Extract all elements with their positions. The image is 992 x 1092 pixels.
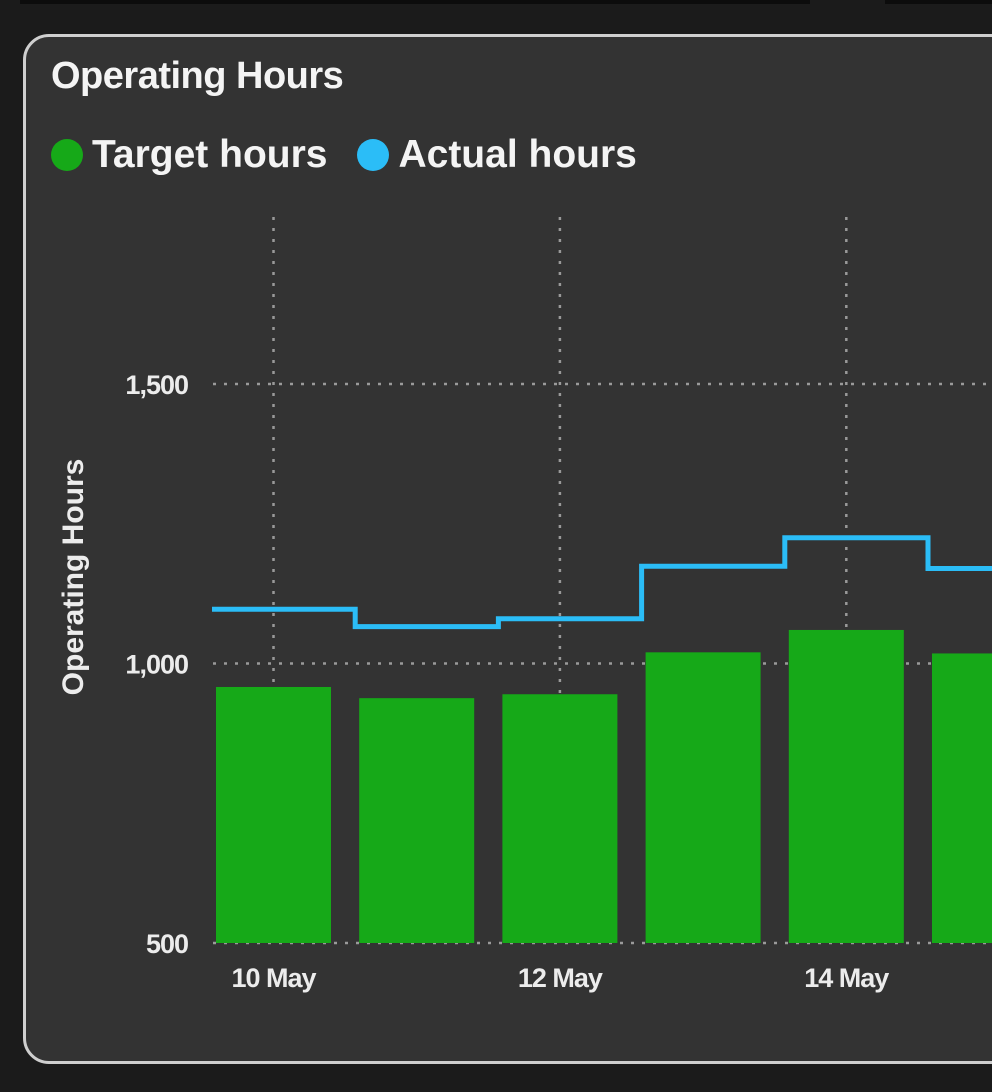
bar-target-hours[interactable] (502, 694, 618, 943)
legend-item-target[interactable]: Target hours (51, 133, 327, 177)
actual-hours-step-line[interactable] (212, 535, 992, 630)
actual-hours-line (212, 535, 992, 630)
bar-target-hours[interactable] (645, 652, 761, 943)
bar-target-hours[interactable] (788, 629, 904, 943)
x-axis-ticks: 10 May 12 May 14 May (231, 963, 890, 993)
card-title: Operating Hours (51, 55, 344, 97)
bar-target-hours[interactable] (932, 653, 992, 943)
target-hours-bars (216, 629, 992, 943)
y-axis-title: Operating Hours (57, 459, 90, 696)
legend-marker-target (51, 139, 83, 171)
top-bar-right (885, 0, 992, 4)
y-tick-label: 1,500 (125, 370, 188, 400)
x-tick-label: 10 May (231, 963, 316, 993)
operating-hours-chart: 500 1,000 1,500 10 May 12 May 14 May Operati… (57, 217, 992, 993)
x-tick-label: 14 May (804, 963, 889, 993)
y-tick-label: 500 (146, 929, 188, 959)
operating-hours-card: Operating Hours Target hours Actual hour… (23, 34, 992, 1064)
legend-marker-actual (357, 139, 390, 171)
legend-label-actual: Actual hours (398, 133, 637, 176)
bar-target-hours[interactable] (359, 698, 475, 943)
chart-legend: Target hours Actual hours (51, 133, 667, 177)
x-tick-label: 12 May (518, 963, 603, 993)
legend-label-target: Target hours (92, 133, 328, 176)
y-axis-ticks: 500 1,000 1,500 (125, 370, 189, 959)
bar-target-hours[interactable] (216, 686, 331, 943)
top-bar-left (20, 0, 810, 4)
legend-item-actual[interactable]: Actual hours (357, 133, 637, 177)
y-tick-label: 1,000 (125, 650, 188, 680)
